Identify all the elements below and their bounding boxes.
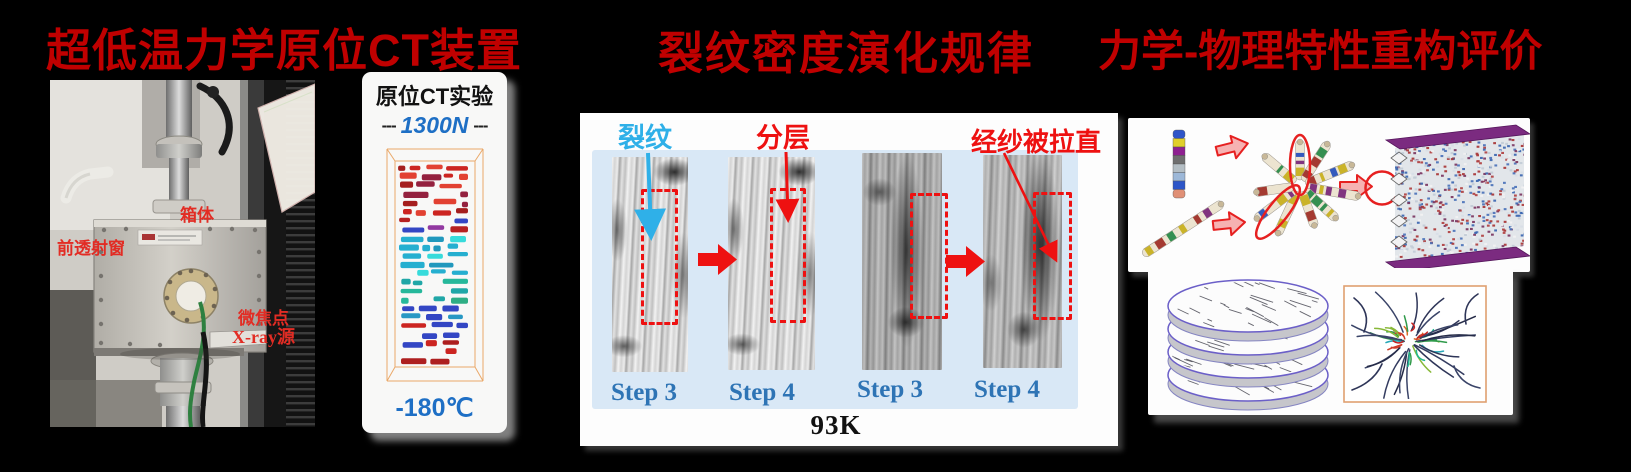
step-label-1: Step 3: [611, 379, 677, 406]
crack-panel-arrows: [634, 151, 1058, 277]
photo-label-xray-source: X-ray源: [232, 327, 295, 347]
crack-evolution-panel: 裂纹 分层 经纱被拉直 Step 3 Step 4 Step 3 Step 4 …: [580, 113, 1118, 446]
ct-temperature: -180℃: [395, 394, 474, 422]
reconstruction-flow-panel: [1128, 118, 1530, 272]
annotation-delamination: 分层: [756, 123, 810, 153]
photo-label-microfocus: 微焦点: [238, 309, 289, 328]
dash-right: ---: [473, 115, 488, 135]
property-maps-illustration: [1167, 279, 1487, 411]
ct-card-title: 原位CT实验: [375, 84, 494, 109]
annotation-warp-straightened: 经纱被拉直: [971, 127, 1102, 157]
section-title-evaluation: 力学-物理特性重构评价: [1098, 28, 1543, 76]
crack-arrow: [634, 152, 667, 241]
step-label-3: Step 3: [857, 376, 923, 403]
ct-load-row: --- 1300N ---: [381, 112, 489, 139]
ct-strip-step3-right: [862, 153, 942, 370]
step-label-4: Step 4: [974, 376, 1040, 403]
roi-box-1: [641, 189, 678, 325]
ct-crack-3d-render: [386, 148, 483, 382]
reconstruction-flow-illustration: [1142, 124, 1530, 272]
roi-box-4: [1033, 192, 1072, 320]
device-photo: 箱体 前透射窗 微焦点 X-ray源: [50, 80, 315, 427]
temperature-93k: 93K: [810, 410, 862, 440]
step-transition-arrow-1: [698, 244, 737, 275]
annotation-crack: 裂纹: [618, 123, 672, 153]
ct-experiment-card: 原位CT实验 --- 1300N --- -180℃: [362, 72, 507, 433]
ct-load-value: 1300N: [400, 112, 469, 138]
step-label-2: Step 4: [729, 379, 795, 406]
device-photo-illustration: [50, 80, 315, 427]
delamination-arrow: [775, 151, 800, 223]
photo-label-front-window: 前透射窗: [57, 239, 125, 258]
warp-arrow: [1002, 152, 1058, 263]
section-title-crack-density: 裂纹密度演化规律: [658, 28, 1035, 79]
section-title-device: 超低温力学原位CT装置: [46, 25, 522, 76]
photo-label-chamber: 箱体: [180, 206, 214, 225]
step-transition-arrow-2: [946, 246, 985, 277]
property-maps-panel: [1148, 268, 1513, 415]
dash-left: ---: [381, 115, 397, 135]
